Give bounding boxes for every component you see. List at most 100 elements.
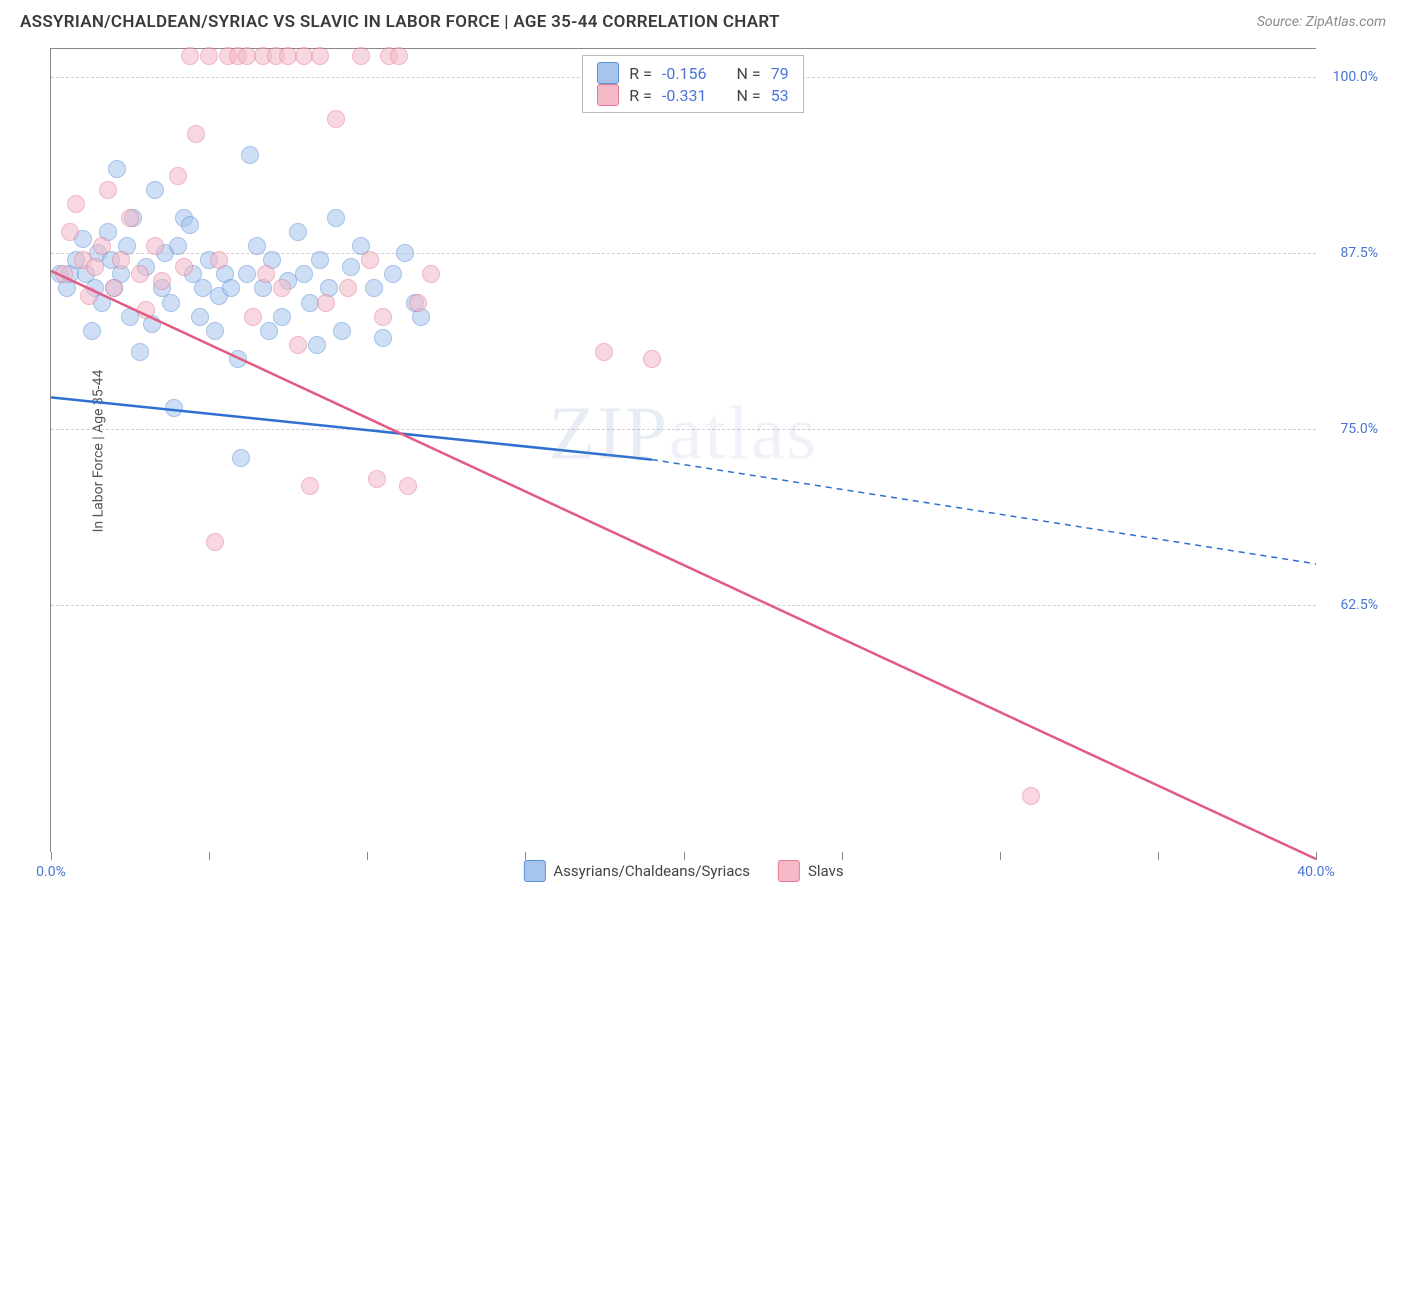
scatter-point bbox=[229, 350, 247, 368]
scatter-point bbox=[238, 265, 256, 283]
scatter-point bbox=[175, 258, 193, 276]
gridline bbox=[51, 429, 1316, 430]
scatter-point bbox=[317, 294, 335, 312]
scatter-point bbox=[146, 237, 164, 255]
r-value: -0.331 bbox=[662, 86, 707, 105]
scatter-point bbox=[222, 279, 240, 297]
x-tick bbox=[1000, 852, 1001, 860]
scatter-point bbox=[232, 449, 250, 467]
scatter-point bbox=[131, 265, 149, 283]
r-value: -0.156 bbox=[662, 64, 707, 83]
legend-item: Slavs bbox=[778, 860, 844, 882]
scatter-point bbox=[248, 237, 266, 255]
scatter-point bbox=[409, 294, 427, 312]
scatter-point bbox=[93, 237, 111, 255]
scatter-point bbox=[289, 336, 307, 354]
r-label: R = bbox=[629, 64, 652, 83]
gridline bbox=[51, 605, 1316, 606]
scatter-point bbox=[108, 160, 126, 178]
x-tick bbox=[842, 852, 843, 860]
scatter-point bbox=[273, 308, 291, 326]
scatter-point bbox=[396, 244, 414, 262]
series-legend: Assyrians/Chaldeans/Syriacs Slavs bbox=[523, 860, 843, 882]
scatter-point bbox=[390, 47, 408, 65]
scatter-point bbox=[289, 223, 307, 241]
x-tick bbox=[1158, 852, 1159, 860]
scatter-point bbox=[352, 47, 370, 65]
scatter-point bbox=[374, 329, 392, 347]
x-tick bbox=[367, 852, 368, 860]
y-tick-label: 75.0% bbox=[1340, 421, 1378, 437]
scatter-point bbox=[384, 265, 402, 283]
scatter-point bbox=[241, 146, 259, 164]
y-tick-label: 87.5% bbox=[1340, 245, 1378, 261]
chart-title: ASSYRIAN/CHALDEAN/SYRIAC VS SLAVIC IN LA… bbox=[20, 12, 780, 32]
n-value: 79 bbox=[771, 64, 789, 83]
scatter-point bbox=[1022, 787, 1040, 805]
x-tick bbox=[1316, 852, 1317, 860]
scatter-point bbox=[80, 287, 98, 305]
x-tick-label: 40.0% bbox=[1297, 864, 1335, 880]
legend-swatch bbox=[597, 62, 619, 84]
x-tick bbox=[525, 852, 526, 860]
scatter-point bbox=[295, 265, 313, 283]
scatter-point bbox=[181, 47, 199, 65]
x-tick bbox=[209, 852, 210, 860]
chart-header: ASSYRIAN/CHALDEAN/SYRIAC VS SLAVIC IN LA… bbox=[0, 0, 1406, 40]
scatter-point bbox=[67, 195, 85, 213]
gridline bbox=[51, 253, 1316, 254]
x-tick-label: 0.0% bbox=[36, 864, 66, 880]
scatter-point bbox=[153, 272, 171, 290]
scatter-point bbox=[643, 350, 661, 368]
scatter-point bbox=[86, 258, 104, 276]
scatter-point bbox=[137, 301, 155, 319]
scatter-point bbox=[146, 181, 164, 199]
y-tick-label: 100.0% bbox=[1333, 69, 1378, 85]
scatter-point bbox=[361, 251, 379, 269]
scatter-point bbox=[311, 47, 329, 65]
scatter-point bbox=[399, 477, 417, 495]
scatter-point bbox=[169, 237, 187, 255]
legend-row: R = -0.156 N = 79 bbox=[597, 62, 788, 84]
scatter-point bbox=[339, 279, 357, 297]
scatter-point bbox=[165, 399, 183, 417]
n-value: 53 bbox=[771, 86, 789, 105]
scatter-point bbox=[131, 343, 149, 361]
scatter-point bbox=[169, 167, 187, 185]
scatter-point bbox=[422, 265, 440, 283]
scatter-point bbox=[112, 251, 130, 269]
scatter-point bbox=[327, 110, 345, 128]
scatter-point bbox=[308, 336, 326, 354]
source-label: Source: ZipAtlas.com bbox=[1257, 14, 1386, 30]
legend-item: Assyrians/Chaldeans/Syriacs bbox=[523, 860, 750, 882]
scatter-point bbox=[99, 181, 117, 199]
scatter-point bbox=[210, 251, 228, 269]
scatter-point bbox=[121, 209, 139, 227]
scatter-point bbox=[200, 47, 218, 65]
scatter-point bbox=[257, 265, 275, 283]
y-tick-label: 62.5% bbox=[1340, 597, 1378, 613]
scatter-point bbox=[206, 533, 224, 551]
series-name: Slavs bbox=[808, 862, 844, 880]
scatter-point bbox=[162, 294, 180, 312]
scatter-point bbox=[181, 216, 199, 234]
scatter-point bbox=[273, 279, 291, 297]
scatter-point bbox=[311, 251, 329, 269]
scatter-point bbox=[368, 470, 386, 488]
n-label: N = bbox=[737, 86, 761, 105]
scatter-point bbox=[83, 322, 101, 340]
scatter-point bbox=[187, 125, 205, 143]
r-label: R = bbox=[629, 86, 652, 105]
legend-swatch bbox=[778, 860, 800, 882]
plot-region: 62.5%75.0%87.5%100.0%0.0%40.0% bbox=[51, 49, 1316, 852]
legend-row: R = -0.331 N = 53 bbox=[597, 84, 788, 106]
scatter-point bbox=[333, 322, 351, 340]
scatter-point bbox=[374, 308, 392, 326]
scatter-point bbox=[301, 477, 319, 495]
scatter-point bbox=[206, 322, 224, 340]
chart-area: In Labor Force | Age 35-44 62.5%75.0%87.… bbox=[50, 48, 1316, 852]
legend-swatch bbox=[597, 84, 619, 106]
x-tick bbox=[684, 852, 685, 860]
scatter-point bbox=[327, 209, 345, 227]
scatter-point bbox=[595, 343, 613, 361]
